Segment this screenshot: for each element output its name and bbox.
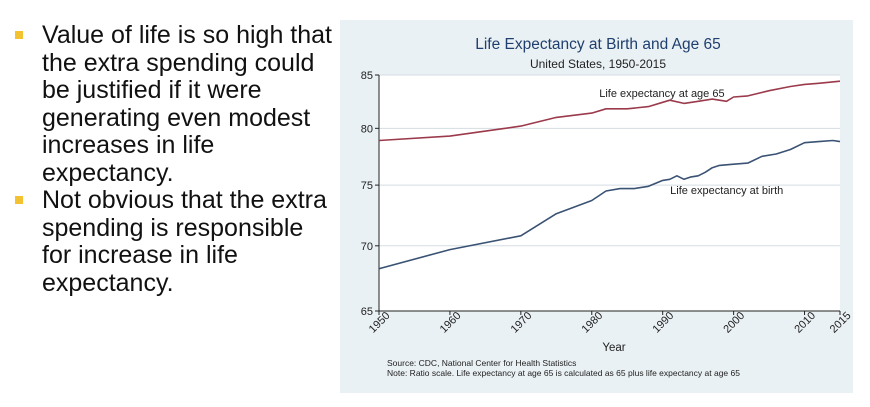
bullet-item: Value of life is so high that the extra … xyxy=(14,21,334,187)
x-axis-title: Year xyxy=(602,342,625,354)
y-tick-label: 85 xyxy=(361,70,373,82)
y-tick-label: 75 xyxy=(361,180,373,192)
series-line-birth xyxy=(378,139,841,270)
x-tick-label: 1980 xyxy=(580,310,606,336)
y-tick-label: 70 xyxy=(361,241,373,253)
x-tick-label: 1960 xyxy=(438,310,464,336)
bullet-text: Not obvious that the extra spending is r… xyxy=(42,186,327,297)
x-tick-label: 2010 xyxy=(792,310,818,336)
chart-subtitle: United States, 1950-2015 xyxy=(530,57,666,71)
bullet-text: Value of life is so high that the extra … xyxy=(42,21,332,187)
x-tick-label: 2015 xyxy=(828,310,853,336)
ratio-scale-note: Note: Ratio scale. Life expectancy at ag… xyxy=(387,368,740,378)
x-tick-label: 2000 xyxy=(721,310,747,336)
bullet-item: Not obvious that the extra spending is r… xyxy=(14,186,334,297)
chart-panel: Life Expectancy at Birth and Age 65 Unit… xyxy=(340,20,854,393)
annotation-birth: Life expectancy at birth xyxy=(670,185,783,197)
y-tick-label: 80 xyxy=(361,123,373,135)
bullet-list: Value of life is so high that the extra … xyxy=(14,21,334,297)
bullet-square-icon xyxy=(15,196,23,204)
y-tick-label: 65 xyxy=(361,306,373,318)
source-note: Source: CDC, National Center for Health … xyxy=(387,358,576,368)
bullet-square-icon xyxy=(15,31,23,39)
chart-title: Life Expectancy at Birth and Age 65 xyxy=(475,36,721,53)
x-tick-label: 1990 xyxy=(651,310,677,336)
annotation-age-65: Life expectancy at age 65 xyxy=(599,88,724,100)
plot-area xyxy=(379,75,840,311)
series-line-age-65 xyxy=(378,80,841,142)
life-expectancy-chart: Life Expectancy at Birth and Age 65 Unit… xyxy=(361,36,854,378)
x-tick-label: 1970 xyxy=(509,310,535,336)
